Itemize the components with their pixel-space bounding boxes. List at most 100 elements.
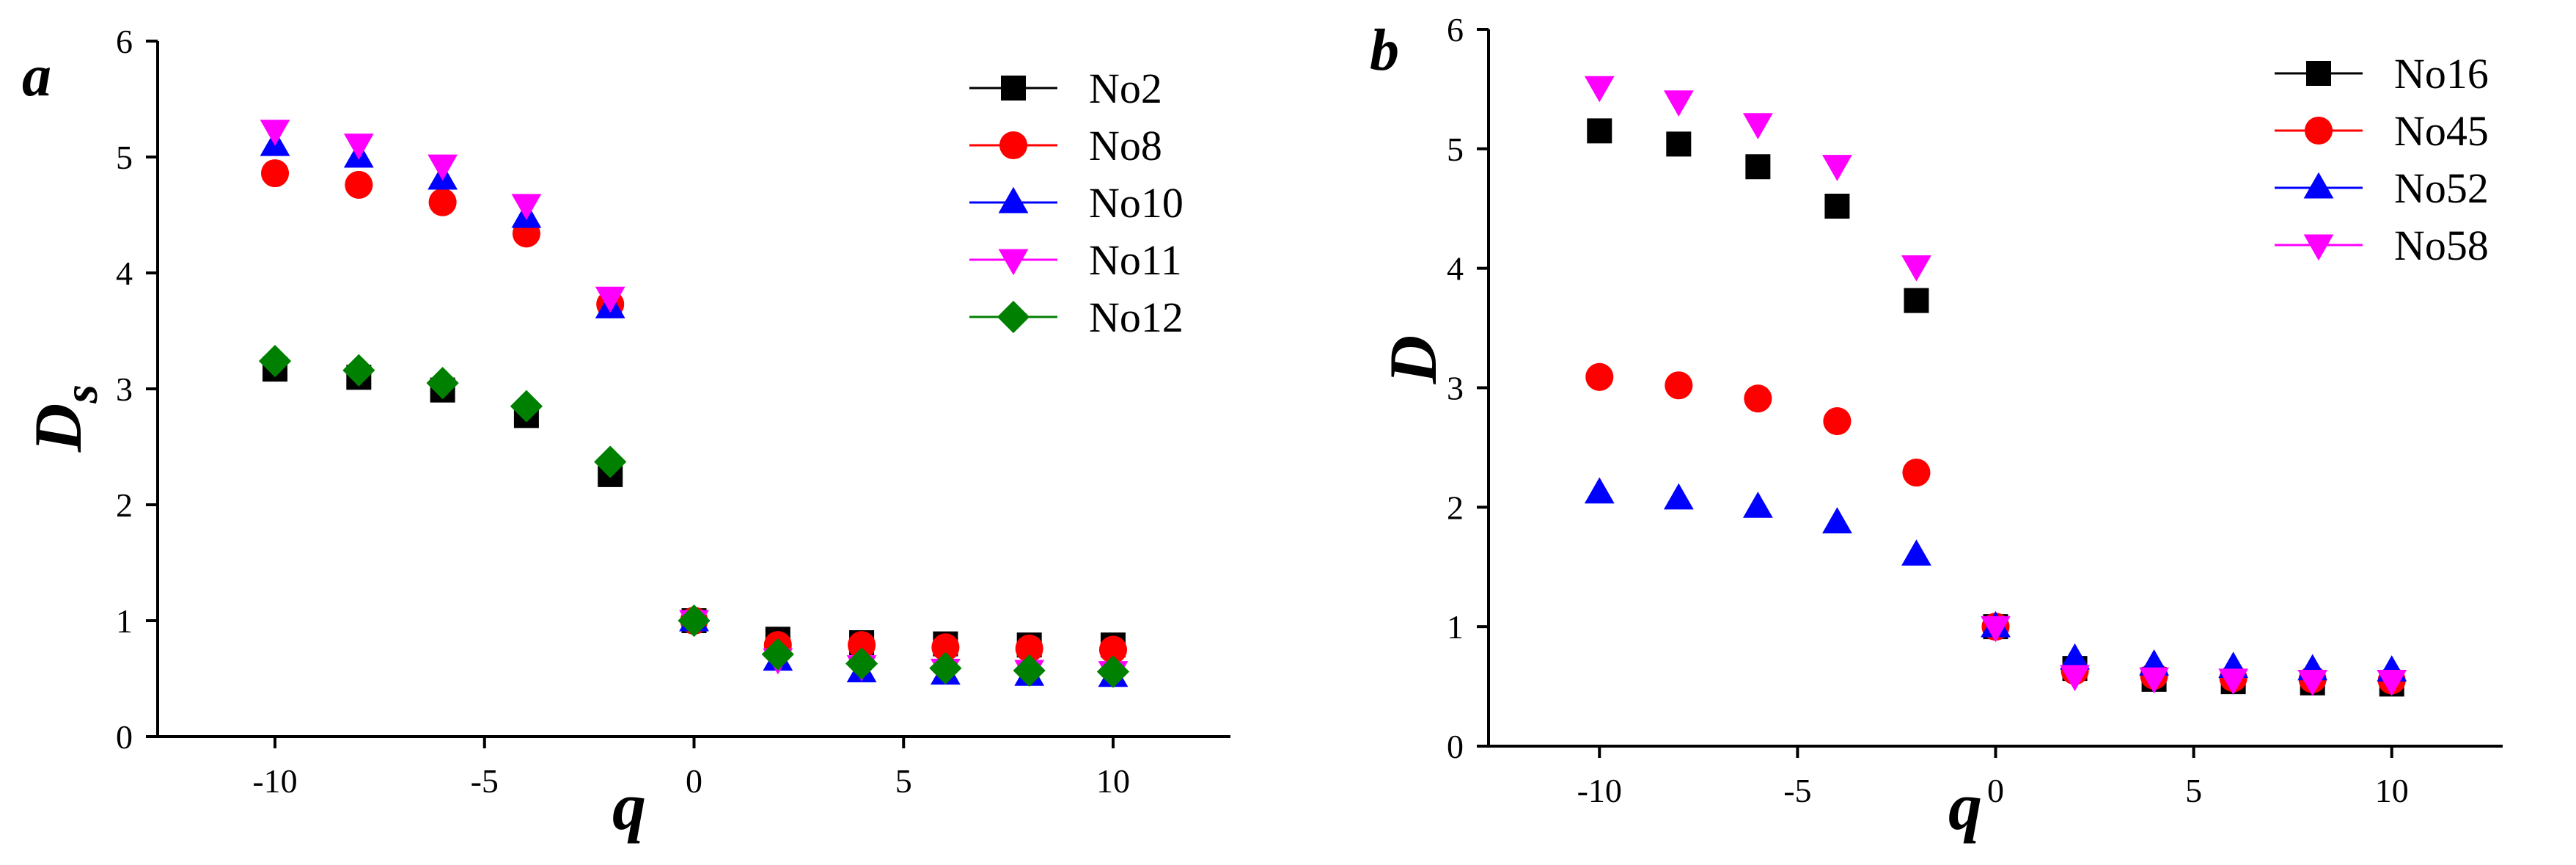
data-point bbox=[1584, 477, 1615, 504]
y-tick-label: 2 bbox=[116, 486, 133, 524]
legend-label: No11 bbox=[1089, 236, 1182, 284]
legend-item-No10: No10 bbox=[969, 179, 1184, 227]
data-point bbox=[510, 390, 543, 423]
data-point bbox=[426, 367, 459, 400]
data-point bbox=[1665, 371, 1693, 400]
series-No11 bbox=[260, 120, 1129, 687]
y-tick-label: 6 bbox=[116, 23, 133, 60]
data-point bbox=[428, 154, 458, 181]
svg-text:Ds: Ds bbox=[21, 384, 108, 453]
data-point bbox=[428, 188, 457, 216]
y-tick-label: 0 bbox=[116, 718, 133, 756]
data-point bbox=[1822, 507, 1852, 533]
legend-marker bbox=[2303, 172, 2334, 199]
legend-item-No45: No45 bbox=[2275, 107, 2489, 155]
panel-a-ylabel-sub: s bbox=[54, 384, 108, 404]
data-point bbox=[2060, 665, 2090, 692]
y-tick-label: 2 bbox=[1447, 489, 1464, 526]
data-point bbox=[761, 638, 794, 671]
data-point bbox=[2377, 669, 2407, 696]
y-tick-label: 6 bbox=[1447, 11, 1464, 48]
data-point bbox=[1663, 483, 1694, 510]
x-tick-label: 5 bbox=[895, 762, 912, 800]
panel-a-legend: No2 No8 No10 No11 No12 bbox=[969, 65, 1184, 341]
panel-b-xlabel: q bbox=[1948, 769, 1982, 844]
data-point bbox=[1666, 131, 1692, 157]
legend-item-No16: No16 bbox=[2275, 50, 2489, 98]
series-No10 bbox=[260, 129, 1129, 687]
legend-marker bbox=[2303, 234, 2334, 261]
data-point bbox=[343, 134, 374, 160]
legend-marker bbox=[998, 249, 1029, 276]
series-No16 bbox=[1587, 118, 2404, 697]
legend-label: No12 bbox=[1089, 293, 1184, 341]
data-point bbox=[2060, 643, 2090, 670]
data-point bbox=[594, 445, 627, 478]
x-tick-label: 10 bbox=[2375, 772, 2409, 809]
data-point bbox=[848, 631, 876, 660]
legend-item-No58: No58 bbox=[2275, 222, 2489, 269]
x-tick-label: -10 bbox=[1577, 772, 1622, 809]
legend-label: No16 bbox=[2394, 50, 2489, 98]
y-tick-label: 3 bbox=[1447, 370, 1464, 407]
data-point bbox=[511, 194, 542, 221]
data-point bbox=[260, 159, 290, 188]
panel-a-xlabel: q bbox=[612, 769, 646, 844]
panel-b-legend: No16 No45 No52 No58 bbox=[2275, 50, 2489, 269]
series-No12 bbox=[258, 344, 1130, 688]
x-tick-label: 10 bbox=[1096, 762, 1130, 800]
panel-a-letter: a bbox=[22, 44, 51, 109]
data-point bbox=[1744, 384, 1772, 413]
y-tick-label: 4 bbox=[116, 255, 133, 292]
panel-b-letter: b bbox=[1370, 18, 1399, 83]
data-point bbox=[342, 354, 375, 387]
data-point bbox=[260, 120, 290, 146]
y-tick-label: 3 bbox=[116, 371, 133, 408]
series-No52 bbox=[1584, 477, 2407, 682]
data-point bbox=[678, 604, 711, 638]
data-point bbox=[2218, 668, 2249, 696]
legend-label: No10 bbox=[1089, 179, 1184, 227]
data-point bbox=[1585, 362, 1614, 391]
x-tick-label: -10 bbox=[252, 762, 297, 800]
panel-b-plot: 0 1 2 3 4 5 6 -10 -5 0 5 10 bbox=[1447, 11, 2503, 809]
legend-label: No52 bbox=[2394, 164, 2489, 212]
legend-marker bbox=[2306, 61, 2331, 86]
legend-item-No2: No2 bbox=[969, 65, 1162, 112]
y-tick-label: 4 bbox=[1447, 250, 1464, 288]
panel-a-plot: 0 1 2 3 4 5 6 -10 -5 0 5 10 bbox=[116, 23, 1230, 800]
svg-text:D: D bbox=[1376, 335, 1450, 384]
panel-a-ylabel: Ds bbox=[21, 384, 108, 453]
data-point bbox=[1742, 492, 1773, 518]
legend-marker bbox=[997, 300, 1030, 334]
data-point bbox=[345, 170, 373, 199]
series-No8 bbox=[260, 159, 1128, 664]
data-point bbox=[1745, 154, 1771, 180]
x-tick-label: 0 bbox=[1987, 772, 2004, 809]
data-point bbox=[1822, 155, 1852, 181]
data-point bbox=[2139, 667, 2169, 694]
legend-label: No8 bbox=[1089, 122, 1162, 169]
data-point bbox=[1901, 539, 1931, 566]
y-tick-label: 5 bbox=[1447, 131, 1464, 168]
data-point bbox=[929, 652, 962, 685]
y-tick-label: 5 bbox=[116, 139, 133, 176]
data-point bbox=[1823, 407, 1852, 436]
legend-item-No11: No11 bbox=[969, 236, 1182, 284]
y-tick-label: 1 bbox=[116, 602, 133, 640]
x-tick-label: 0 bbox=[686, 762, 702, 800]
legend-item-No8: No8 bbox=[969, 122, 1162, 169]
x-tick-label: 5 bbox=[2185, 772, 2202, 809]
panel-a-ylabel-main: D bbox=[21, 404, 95, 453]
legend-marker bbox=[998, 186, 1029, 213]
panel-b-ylabel-main: D bbox=[1376, 335, 1450, 384]
series-No58 bbox=[1584, 76, 2407, 696]
legend-label: No45 bbox=[2394, 107, 2489, 155]
series-No45 bbox=[1585, 362, 2406, 695]
data-point bbox=[1824, 193, 1850, 219]
data-point bbox=[595, 286, 625, 313]
legend-label: No2 bbox=[1089, 65, 1162, 112]
y-tick-label: 0 bbox=[1447, 728, 1464, 765]
